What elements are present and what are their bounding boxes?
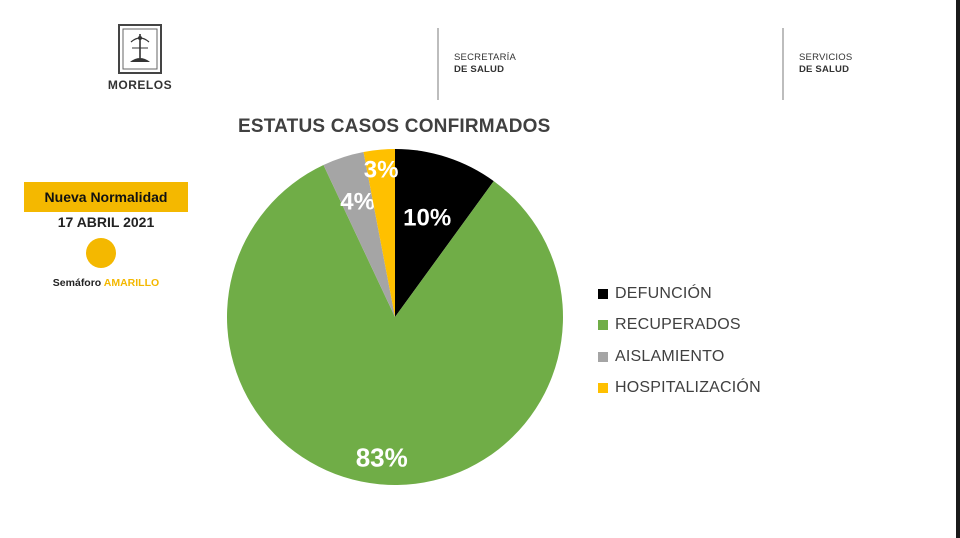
pie-slice-recuperados: [227, 164, 563, 486]
legend-label: HOSPITALIZACIÓN: [615, 379, 761, 397]
data-label-aislamiento: 4%: [340, 188, 375, 215]
legend-swatch: [598, 288, 608, 299]
legend-item: DEFUNCIÓN: [598, 278, 761, 310]
legend-label: RECUPERADOS: [615, 316, 741, 334]
state-logo-text: MORELOS: [107, 78, 173, 92]
data-label-hospitalización: 3%: [364, 156, 399, 183]
legend-label: DEFUNCIÓN: [615, 284, 712, 302]
semaforo-status: Semáforo AMARILLO: [24, 277, 188, 289]
header-divider: [782, 28, 784, 100]
agency-secretaria: SECRETARÍA DE SALUD: [454, 52, 516, 76]
agency-line-2: DE SALUD: [454, 64, 505, 75]
legend-swatch: [598, 383, 608, 394]
report-date: 17 ABRIL 2021: [57, 214, 155, 230]
legend-item: RECUPERADOS: [598, 310, 761, 342]
legend-item: HOSPITALIZACIÓN: [598, 373, 761, 405]
semaforo-light-icon: [86, 238, 116, 268]
agency-line-1: SERVICIOS: [799, 52, 853, 63]
semaforo-color: AMARILLO: [103, 277, 160, 289]
legend-swatch: [598, 320, 608, 331]
nueva-normalidad-badge: Nueva Normalidad: [24, 182, 188, 212]
legend-item: AISLAMIENTO: [598, 341, 761, 373]
header-divider: [437, 28, 439, 100]
data-label-recuperados: 83%: [356, 442, 408, 472]
agency-line-1: SECRETARÍA: [454, 52, 517, 63]
frame-edge: [956, 0, 960, 538]
morelos-seal-icon: [118, 24, 162, 74]
pie-slice-aislamiento: [323, 151, 395, 317]
morelos-logo: MORELOS: [104, 24, 176, 92]
chart-legend: DEFUNCIÓN RECUPERADOS AISLAMIENTO HOSPITALI…: [598, 278, 761, 404]
chart-title: ESTATUS CASOS CONFIRMADOS: [238, 116, 551, 137]
semaforo-prefix: Semáforo: [52, 277, 104, 289]
legend-swatch: [598, 351, 608, 362]
agency-servicios: SERVICIOS DE SALUD: [799, 52, 852, 76]
data-label-defunción: 10%: [403, 204, 451, 231]
pie-slice-hospitalización: [363, 149, 395, 317]
legend-label: AISLAMIENTO: [615, 347, 725, 365]
pie-slice-defunción: [395, 149, 494, 317]
agency-line-2: DE SALUD: [799, 64, 850, 75]
